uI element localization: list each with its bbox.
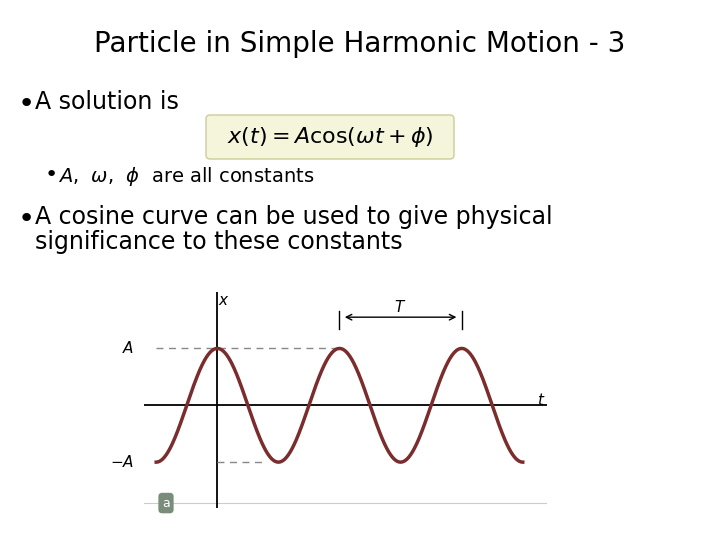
Text: $-A$: $-A$ <box>110 454 134 470</box>
Text: Particle in Simple Harmonic Motion - 3: Particle in Simple Harmonic Motion - 3 <box>94 30 626 58</box>
Text: A cosine curve can be used to give physical: A cosine curve can be used to give physi… <box>35 205 553 229</box>
Text: •: • <box>45 165 58 185</box>
Text: $A$: $A$ <box>122 340 134 356</box>
FancyBboxPatch shape <box>206 115 454 159</box>
Text: $A$,  $\omega$,  $\phi$  are all constants: $A$, $\omega$, $\phi$ are all constants <box>58 165 315 188</box>
Text: A solution is: A solution is <box>35 90 179 114</box>
Text: $x$: $x$ <box>217 293 229 308</box>
Text: $T$: $T$ <box>395 299 407 315</box>
Text: $t$: $t$ <box>537 392 546 408</box>
Text: •: • <box>18 205 35 233</box>
Text: $x(t) = A \cos (\omega t + \phi)$: $x(t) = A \cos (\omega t + \phi)$ <box>227 125 433 149</box>
Text: a: a <box>162 497 170 510</box>
Text: •: • <box>18 90 35 118</box>
Text: significance to these constants: significance to these constants <box>35 230 402 254</box>
